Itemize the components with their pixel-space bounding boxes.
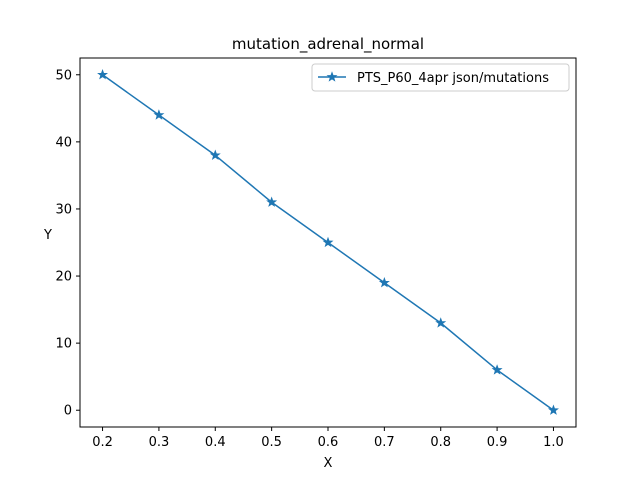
legend-star-marker	[326, 71, 338, 82]
x-tick-label: 0.4	[205, 435, 226, 450]
series-layer	[97, 68, 559, 415]
data-point	[266, 196, 278, 207]
data-point	[378, 276, 390, 288]
x-tick-label: 1.0	[543, 435, 564, 450]
x-tick-label: 0.8	[430, 435, 451, 450]
x-tick-label: 0.6	[318, 435, 339, 450]
data-point	[435, 317, 447, 328]
x-axis-label: X	[324, 456, 333, 471]
y-tick-label: 50	[55, 68, 72, 83]
data-point	[209, 149, 221, 160]
y-tick-label: 10	[55, 337, 72, 352]
data-point	[322, 236, 334, 248]
x-tick-label: 0.9	[487, 435, 508, 450]
x-tick-label: 0.2	[92, 435, 113, 450]
x-tick-label: 0.5	[261, 435, 282, 450]
x-axis: 0.2 0.3 0.4 0.5 0.6 0.7 0.8 0.9 1.0	[92, 427, 564, 450]
legend-entry-label: PTS_P60_4apr json/mutations	[357, 71, 549, 86]
legend: PTS_P60_4apr json/mutations	[311, 63, 570, 92]
y-tick-label: 40	[55, 135, 72, 150]
y-axis: 0 10 20 30 40 50	[55, 68, 80, 419]
x-tick-label: 0.3	[149, 435, 170, 450]
y-axis-label: Y	[43, 228, 52, 243]
y-tick-label: 20	[55, 270, 72, 285]
data-point	[97, 68, 109, 80]
y-tick-label: 30	[55, 202, 72, 217]
data-point	[153, 109, 165, 120]
x-tick-label: 0.7	[374, 435, 395, 450]
chart-title: mutation_adrenal_normal	[232, 35, 424, 54]
legend-box	[311, 63, 570, 92]
data-point	[491, 364, 503, 375]
data-point	[547, 404, 559, 415]
y-tick-label: 0	[64, 404, 72, 419]
